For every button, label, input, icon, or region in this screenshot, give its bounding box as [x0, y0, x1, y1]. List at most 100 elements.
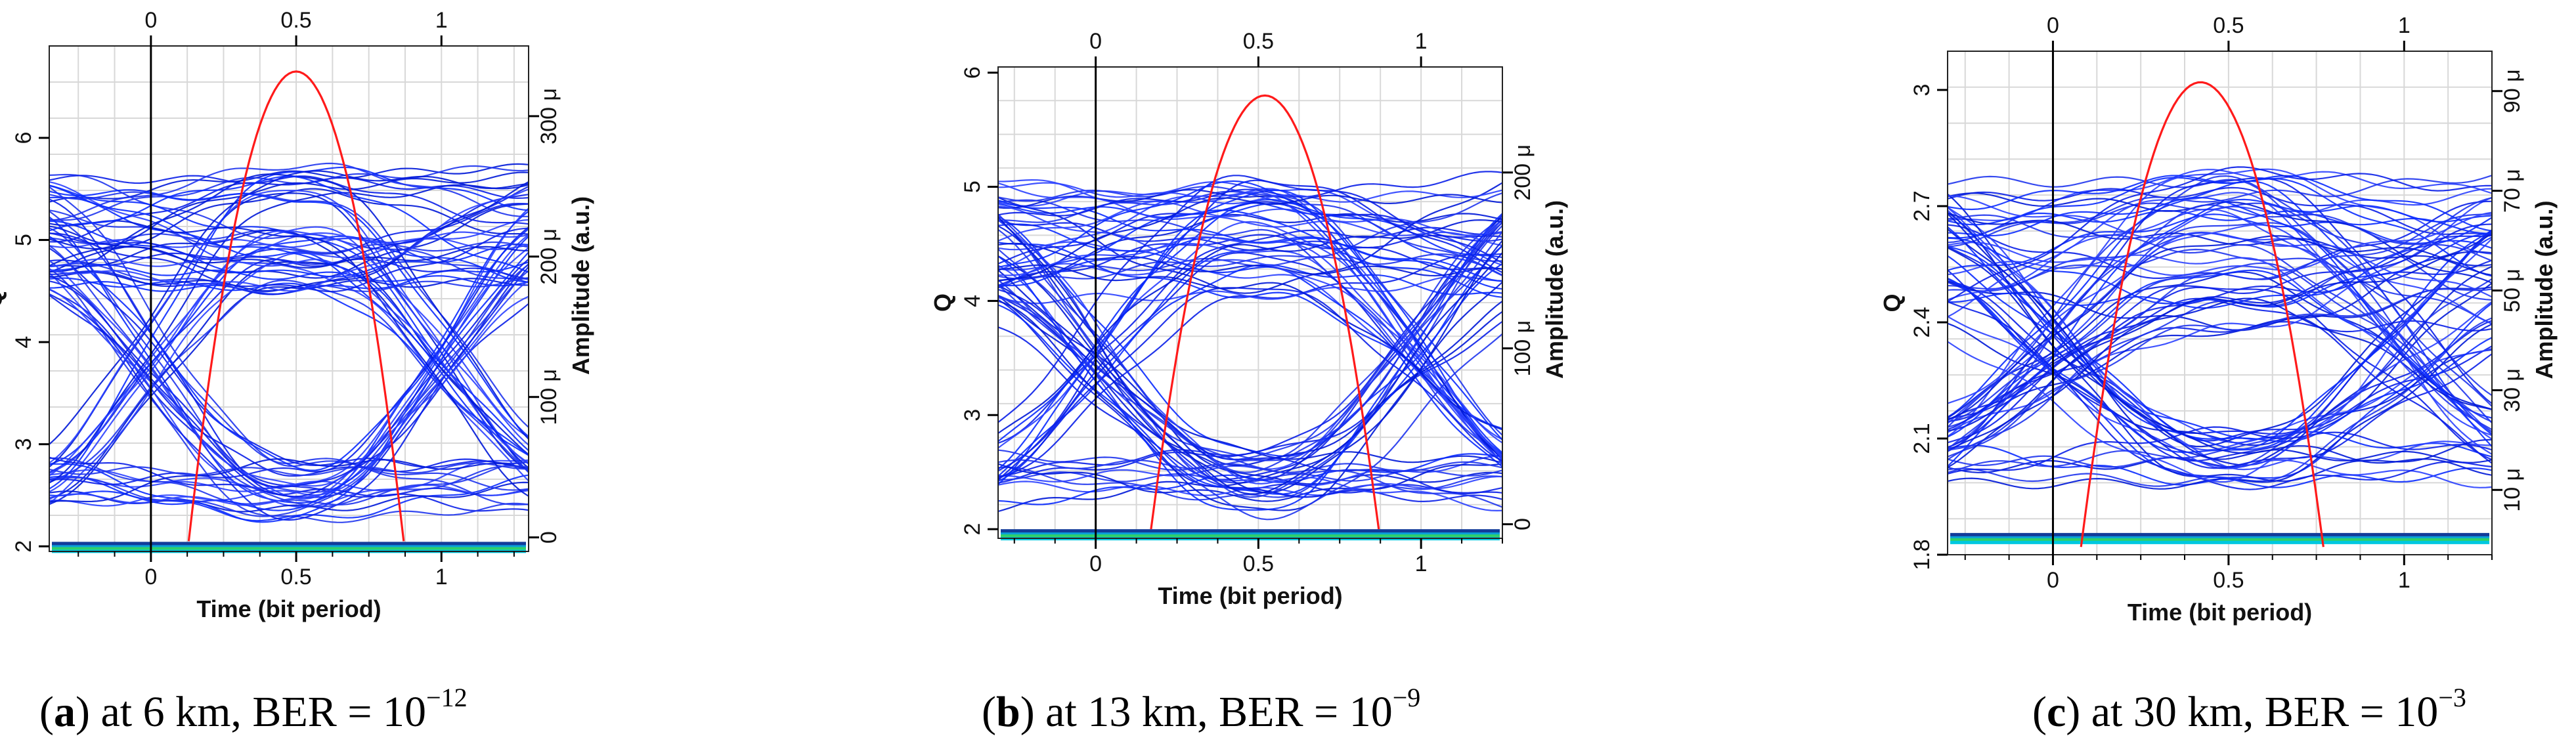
y-left-tick-label: 2: [960, 523, 985, 536]
eye-trace: [49, 268, 529, 523]
eye-trace: [997, 287, 1503, 480]
eye-trace: [997, 275, 1503, 305]
eye-trace: [1947, 226, 2493, 450]
y-left-axis-label: Q: [1879, 293, 1906, 312]
eye-trace: [997, 453, 1503, 505]
eye-trace: [997, 265, 1503, 486]
eye-trace: [997, 241, 1503, 440]
eye-trace: [49, 469, 529, 496]
y-right-tick-label: 200 μ: [1510, 144, 1535, 201]
top-tick-label: 0: [144, 8, 157, 33]
eye-trace: [997, 245, 1503, 495]
top-tick-label: 1: [435, 8, 448, 33]
x-axis-label: Time (bit period): [196, 595, 381, 622]
top-tick-label: 0.5: [280, 8, 311, 33]
noise-floor-band: [1950, 532, 2489, 544]
eye-trace: [1947, 213, 2493, 476]
eye-traces: [1947, 166, 2493, 490]
eye-trace: [49, 171, 529, 267]
eye-trace: [1947, 214, 2493, 431]
eye-trace: [997, 182, 1503, 294]
x-tick-label: 0.5: [2213, 568, 2244, 593]
eye-trace: [997, 213, 1503, 498]
eye-trace: [997, 299, 1503, 503]
x-tick-label: 0: [144, 565, 157, 590]
eye-trace: [997, 201, 1503, 265]
y-left-tick-label: 3: [960, 409, 985, 421]
eye-trace: [997, 284, 1503, 464]
eye-trace: [997, 242, 1503, 277]
y-right-tick-label: 70 μ: [2500, 169, 2525, 213]
caption-b-text: ) at 13 km, BER = 10: [1020, 688, 1393, 736]
eye-trace: [997, 289, 1503, 494]
caption-a-text: ) at 6 km, BER = 10: [75, 688, 427, 736]
y-left-tick-label: 2.7: [1910, 190, 1934, 221]
top-tick-label: 0.5: [1243, 29, 1274, 54]
eye-trace: [49, 219, 529, 505]
eye-trace: [49, 245, 529, 507]
eye-trace: [49, 191, 529, 428]
eye-trace: [997, 219, 1503, 251]
eye-trace: [1947, 223, 2493, 421]
y-right-tick-label: 100 μ: [536, 369, 561, 425]
eye-trace: [997, 284, 1503, 521]
eye-trace: [1947, 426, 2493, 475]
eye-trace: [997, 221, 1503, 477]
eye-trace: [1947, 177, 2493, 277]
eye-trace: [49, 175, 529, 273]
caption-c-text: ) at 30 km, BER = 10: [2066, 688, 2439, 736]
eye-trace: [1947, 235, 2493, 421]
eye-trace: [997, 245, 1503, 473]
eye-trace: [1947, 255, 2493, 458]
y-right-axis-label: Amplitude (a.u.): [567, 196, 594, 375]
eye-trace: [49, 186, 529, 491]
eye-trace: [1947, 288, 2493, 451]
y-left-tick-label: 3: [11, 438, 36, 450]
eye-trace: [49, 166, 529, 490]
eye-trace: [49, 279, 529, 484]
y-left-tick-label: 4: [960, 295, 985, 307]
eye-trace: [997, 264, 1503, 477]
eye-trace: [49, 188, 529, 273]
eye-trace: [997, 192, 1503, 289]
eye-trace: [1947, 278, 2493, 468]
eye-trace: [1947, 222, 2493, 428]
top-tick-label: 0: [1089, 29, 1102, 54]
y-right-tick-label: 10 μ: [2500, 468, 2525, 512]
eye-trace: [1947, 217, 2493, 309]
top-tick-label: 0.5: [2213, 13, 2244, 38]
y-right-tick-label: 50 μ: [2500, 268, 2525, 312]
caption-a: (a) at 6 km, BER = 10−12: [39, 683, 468, 736]
eye-trace: [1947, 323, 2493, 490]
eye-trace: [1947, 211, 2493, 483]
eye-trace: [997, 449, 1503, 473]
eye-trace: [1948, 196, 2493, 447]
eye-trace: [997, 188, 1503, 459]
eye-trace: [1947, 262, 2493, 423]
eye-trace: [1947, 198, 2493, 467]
q-factor-curve: [1150, 94, 1380, 530]
q-factor-curve: [187, 70, 405, 542]
eye-trace: [49, 251, 529, 511]
eye-trace: [997, 222, 1503, 470]
eye-trace: [1947, 229, 2493, 473]
plot-frame: [1947, 51, 2493, 555]
eye-trace: [1947, 192, 2493, 284]
x-tick-label: 1: [2398, 568, 2411, 593]
caption-b-letter: b: [995, 688, 1020, 736]
eye-traces: [49, 162, 529, 523]
caption-a-letter: a: [53, 688, 76, 736]
eye-trace: [49, 247, 529, 470]
eye-trace: [49, 270, 529, 517]
eye-trace: [49, 220, 529, 278]
y-right-tick-label: 90 μ: [2500, 69, 2525, 113]
y-right-tick-label: 0: [1510, 518, 1535, 530]
eye-trace: [997, 216, 1503, 495]
eye-trace: [49, 186, 529, 295]
eye-trace: [1947, 269, 2493, 438]
top-tick-label: 1: [2398, 13, 2411, 38]
eye-trace: [49, 462, 529, 477]
eye-trace: [49, 258, 529, 488]
